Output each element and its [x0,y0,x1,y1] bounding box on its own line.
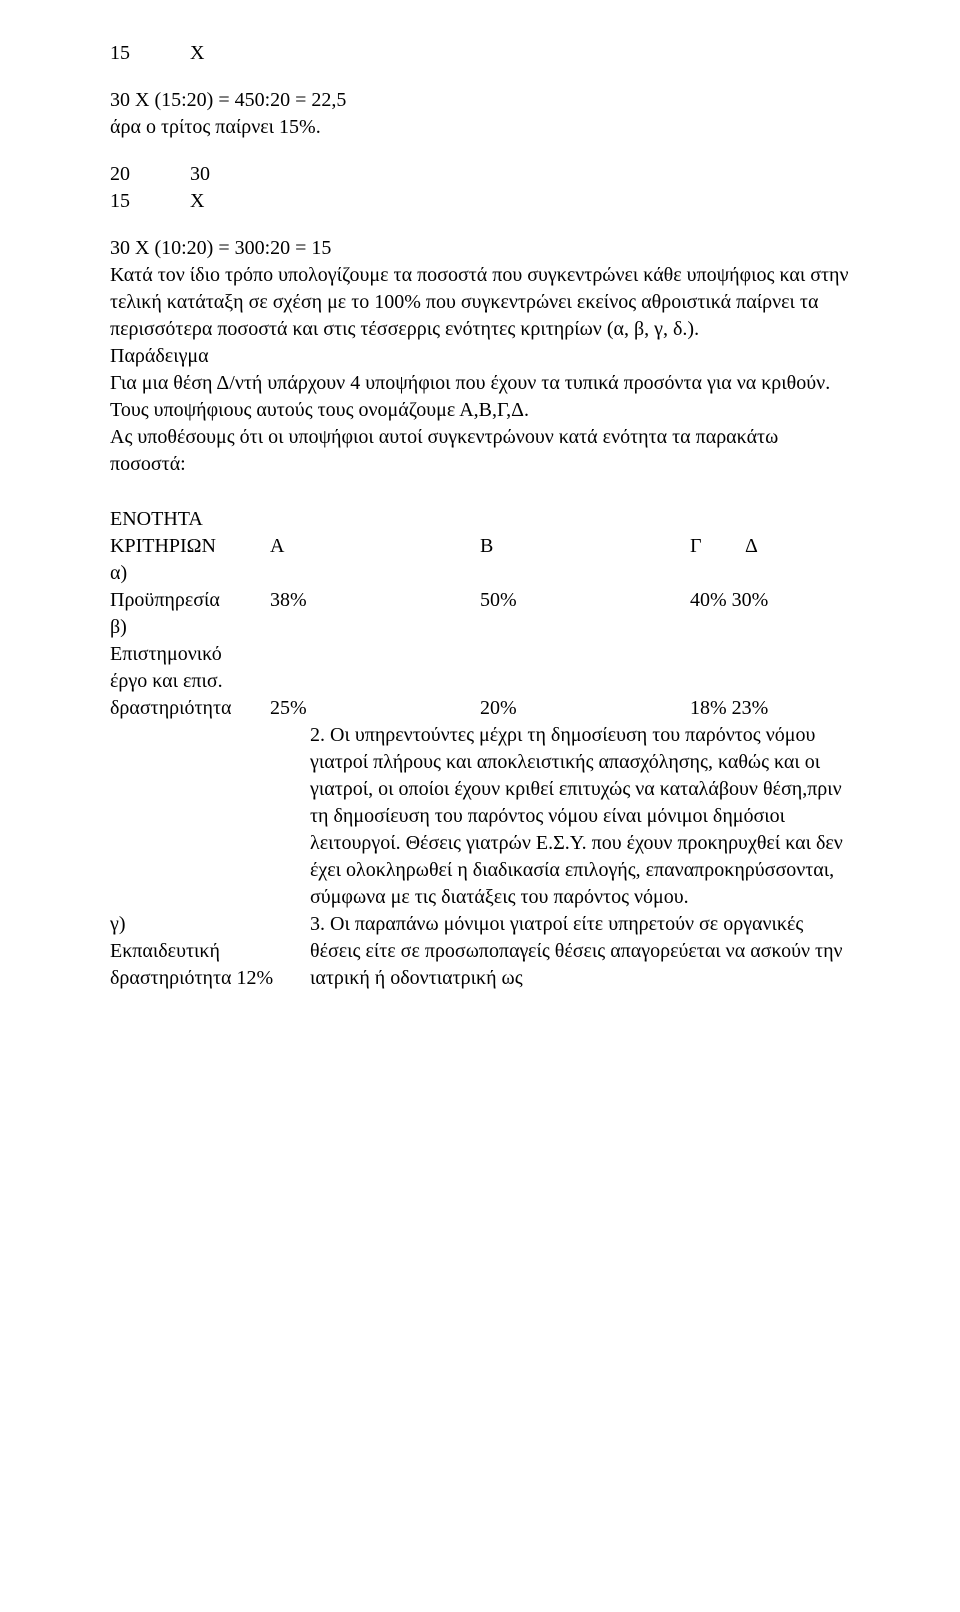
row-beta-a: 25% [270,695,480,722]
right-paragraph: 2. Οι υπηρεντούντες μέχρι τη δημοσίευση … [310,722,850,992]
table-header-line1: ΕΝΟΤΗΤΑ [110,506,850,533]
header-col-d: Δ [745,533,850,560]
calc-line-2: άρα ο τρίτος παίρνει 15%. [110,114,850,141]
row-beta-b: 20% [480,695,690,722]
row-gamma-line3: δραστηριότητα 12% [110,965,310,992]
header-col-a: Α [270,533,480,560]
header-col-g: Γ [690,533,745,560]
row-alpha-b: 50% [480,587,690,614]
row-beta: δραστηριότητα 25% 20% 18% 23% [110,695,850,722]
ratio-row-1-col1: 15 [110,40,190,67]
calc-line-1: 30 Χ (15:20) = 450:20 = 22,5 [110,87,850,114]
ratio-row-1: 15 Χ [110,40,850,67]
row-alpha-label: Προϋπηρεσία [110,587,270,614]
header-label: ΚΡΙΤΗΡΙΩΝ [110,533,270,560]
bottom-right-col: 2. Οι υπηρεντούντες μέχρι τη δημοσίευση … [310,722,850,992]
row-alpha-gd: 40% 30% [690,587,850,614]
spacer [110,215,850,235]
ratio-row-2-col2: 30 [190,161,850,188]
bottom-left-col: γ) Εκπαιδευτική δραστηριότητα 12% [110,722,310,992]
row-alpha-a: 38% [270,587,480,614]
row-alpha: Προϋπηρεσία 38% 50% 40% 30% [110,587,850,614]
ratio-row-3-col2: Χ [190,188,850,215]
ratio-row-3: 15 Χ [110,188,850,215]
spacer [110,478,850,506]
ratio-row-3-col1: 15 [110,188,190,215]
row-alpha-line1: α) [110,560,850,587]
ratio-row-2: 20 30 [110,161,850,188]
row-gamma-line2: Εκπαιδευτική [110,938,310,965]
row-beta-line1: β) [110,614,850,641]
row-beta-gd: 18% 23% [690,695,850,722]
ratio-row-1-col2: Χ [190,40,850,67]
row-beta-label: δραστηριότητα [110,695,270,722]
spacer [110,141,850,161]
ratio-row-2-col1: 20 [110,161,190,188]
table-header-line2: ΚΡΙΤΗΡΙΩΝ Α Β Γ Δ [110,533,850,560]
criteria-table: ΕΝΟΤΗΤΑ ΚΡΙΤΗΡΙΩΝ Α Β Γ Δ α) Προϋπηρεσία… [110,506,850,722]
row-gamma-line1: γ) [110,911,310,938]
body-paragraph: 30 Χ (10:20) = 300:20 = 15 Κατά τον ίδιο… [110,235,850,478]
row-beta-line2: Επιστημονικό [110,641,850,668]
header-col-b: Β [480,533,690,560]
bottom-two-col: γ) Εκπαιδευτική δραστηριότητα 12% 2. Οι … [110,722,850,992]
row-beta-line3: έργο και επισ. [110,668,850,695]
spacer [110,67,850,87]
